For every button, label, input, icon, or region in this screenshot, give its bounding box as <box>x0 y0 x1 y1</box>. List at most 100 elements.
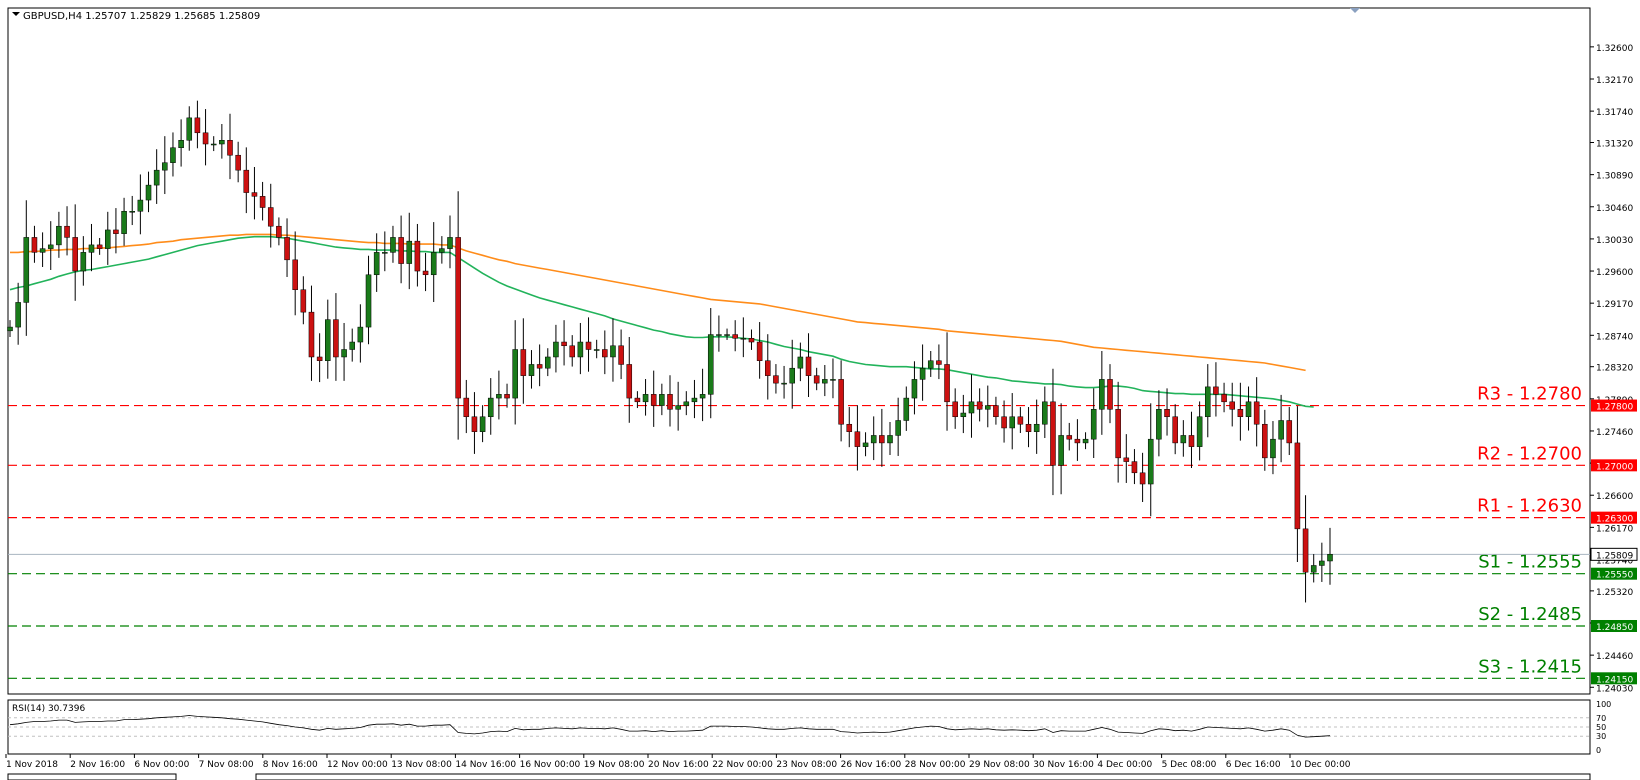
bullish-candle <box>88 244 95 253</box>
current-price-tag <box>1590 547 1638 561</box>
time-tick-label: 20 Nov 16:00 <box>648 760 709 770</box>
time-tick-label: 12 Nov 00:00 <box>327 760 388 770</box>
rsi-line <box>9 715 1331 738</box>
bearish-candle <box>944 364 950 403</box>
price-tick-label: 1.31740 <box>1596 108 1633 118</box>
bullish-candle <box>911 379 918 399</box>
price-tick-label: 1.24460 <box>1596 652 1633 662</box>
bearish-candle <box>31 237 38 253</box>
bullish-candle <box>797 356 804 369</box>
bullish-candle <box>105 229 111 249</box>
bearish-candle <box>1066 435 1073 440</box>
bearish-candle <box>504 394 510 399</box>
bullish-candle <box>1156 409 1162 440</box>
bearish-candle <box>602 349 608 358</box>
bearish-candle <box>756 341 763 361</box>
bearish-candle <box>1164 409 1170 418</box>
time-tick-label: 8 Nov 16:00 <box>263 760 318 770</box>
time-tick-label: 10 Dec 00:00 <box>1290 760 1351 770</box>
bearish-candle <box>618 345 624 365</box>
bearish-candle <box>536 364 543 369</box>
bearish-candle <box>765 360 771 376</box>
time-tick-label: 1 Nov 2018 <box>6 760 58 770</box>
bearish-candle <box>1302 528 1309 573</box>
bullish-candle <box>577 341 584 358</box>
time-tick-label: 13 Nov 08:00 <box>391 760 452 770</box>
support-resistance-levels: R3 - 1.2780 R2 - 1.2700 R1 - 1.2630 S1 - 1.… <box>8 384 1590 679</box>
bullish-candle <box>430 252 437 276</box>
chart-title: GBPUSD,H4 1.25707 1.25829 1.25685 1.2580… <box>23 11 260 22</box>
bullish-candle <box>716 334 722 336</box>
time-tick-label: 4 Dec 00:00 <box>1097 760 1152 770</box>
bearish-candle <box>259 196 266 208</box>
bullish-candle <box>145 184 152 201</box>
price-tick-label: 1.30030 <box>1596 236 1633 246</box>
moving-average-line <box>10 233 1306 372</box>
bullish-candle <box>1082 438 1089 444</box>
time-tick-label: 5 Dec 08:00 <box>1162 760 1217 770</box>
bearish-candle <box>333 319 339 358</box>
bullish-candle <box>699 394 706 399</box>
bearish-candle <box>732 334 738 339</box>
bearish-candle <box>414 240 421 272</box>
bearish-candle <box>805 356 812 376</box>
bullish-candle <box>15 302 21 328</box>
price-tick-label: 1.29600 <box>1596 268 1633 278</box>
time-tick-label: 30 Nov 16:00 <box>1033 760 1094 770</box>
bullish-candle <box>1033 423 1040 432</box>
bullish-candle <box>390 237 396 253</box>
bearish-candle <box>64 225 70 238</box>
bullish-candle <box>219 140 225 145</box>
bearish-candle <box>96 244 103 249</box>
time-tick-label: 6 Nov 00:00 <box>134 760 189 770</box>
bearish-candle <box>667 394 673 410</box>
price-tick-label: 1.32170 <box>1596 76 1633 86</box>
bullish-candle <box>153 169 160 186</box>
bearish-candle <box>1131 461 1138 474</box>
bearish-candle <box>398 237 404 264</box>
bearish-candle <box>520 349 527 376</box>
bullish-candle <box>365 274 372 328</box>
bullish-candle <box>80 252 87 272</box>
candlesticks <box>7 100 1333 603</box>
bearish-candle <box>284 237 290 261</box>
bullish-candle <box>1245 401 1252 418</box>
bearish-candle <box>1294 442 1301 530</box>
bullish-candle <box>121 211 127 234</box>
rsi-tick-label: 70 <box>1596 714 1606 723</box>
rsi-tick-label: 100 <box>1596 700 1611 709</box>
rsi-label: RSI(14) 30.7396 <box>12 704 85 714</box>
horizontal-scrollbar-left[interactable] <box>7 773 177 780</box>
bearish-candle <box>463 397 470 418</box>
chart-shift-marker-icon[interactable] <box>1350 8 1360 13</box>
bullish-candle <box>927 360 934 369</box>
bearish-candle <box>300 289 307 313</box>
price-tick-label: 1.26170 <box>1596 524 1633 534</box>
bullish-candle <box>439 248 445 253</box>
bearish-candle <box>846 423 853 432</box>
price-tick-label: 1.25740 <box>1596 556 1633 566</box>
bullish-candle <box>357 326 364 343</box>
level-price-tag-text: 1.25550 <box>1596 571 1633 581</box>
bearish-candle <box>1229 401 1235 410</box>
rsi-tick-label: 0 <box>1596 746 1601 755</box>
horizontal-scrollbar-track[interactable] <box>255 773 1591 780</box>
bullish-candle <box>341 349 347 358</box>
chart-menu-triangle-icon[interactable] <box>12 12 20 16</box>
bearish-candle <box>1074 438 1081 444</box>
bullish-candle <box>349 341 355 350</box>
level-label: S3 - 1.2415 <box>1478 656 1582 677</box>
level-label: R1 - 1.2630 <box>1477 496 1582 517</box>
level-price-tag <box>1591 672 1637 685</box>
bullish-candle <box>382 252 388 254</box>
bullish-candle <box>512 349 518 399</box>
bearish-candle <box>1188 435 1195 447</box>
bullish-candle <box>56 225 62 246</box>
time-axis: 1 Nov 2018 2 Nov 16:00 6 Nov 00:00 7 Nov 08… <box>5 754 1351 770</box>
time-tick-label: 22 Nov 00:00 <box>712 760 773 770</box>
bearish-candle <box>585 341 592 350</box>
bearish-candle <box>561 341 567 347</box>
level-label: S1 - 1.2555 <box>1478 552 1582 573</box>
bullish-candle <box>610 345 616 358</box>
